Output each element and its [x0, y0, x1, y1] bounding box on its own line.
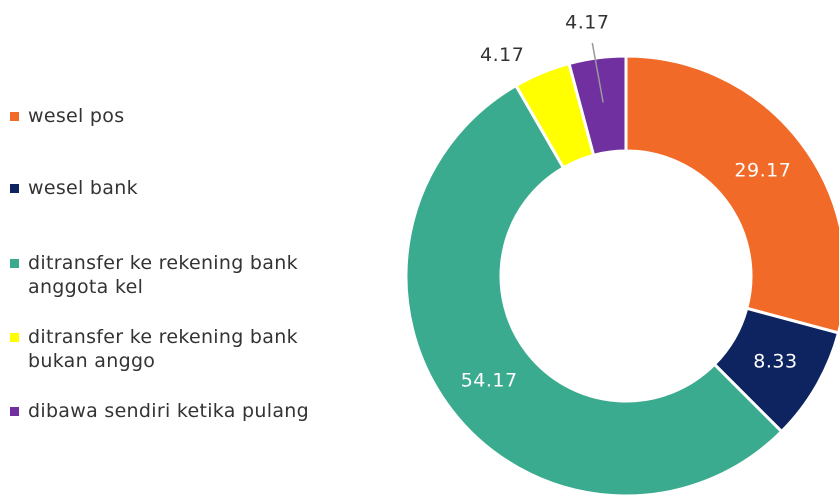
data-label: 8.33 [753, 351, 797, 373]
data-label: 4.17 [565, 12, 609, 34]
legend-swatch [10, 112, 19, 121]
slice [624, 54, 839, 335]
legend-label: wesel bank [28, 177, 138, 199]
legend-item: ditransfer ke rekening bank bukan anggo [10, 325, 358, 373]
legend-swatch [10, 184, 19, 193]
legend-item: wesel pos [10, 104, 388, 128]
data-label: 4.17 [480, 44, 524, 66]
slice [567, 54, 628, 158]
slice [404, 83, 784, 498]
legend-swatch [10, 407, 19, 416]
legend-label: wesel pos [28, 105, 125, 127]
legend-label: ditransfer ke rekening bank anggota kel [28, 252, 298, 298]
leader-line [591, 42, 604, 103]
legend-label: dibawa sendiri ketika pulang [28, 400, 309, 422]
data-label: 54.17 [461, 370, 518, 392]
legend-item: wesel bank [10, 176, 388, 200]
legend-label: ditransfer ke rekening bank bukan anggo [28, 326, 298, 372]
legend-item: ditransfer ke rekening bank anggota kel [10, 251, 358, 299]
legend-swatch [10, 333, 19, 342]
legend-item: dibawa sendiri ketika pulang [10, 399, 388, 423]
legend-swatch [10, 259, 19, 268]
data-label: 29.17 [734, 159, 791, 181]
